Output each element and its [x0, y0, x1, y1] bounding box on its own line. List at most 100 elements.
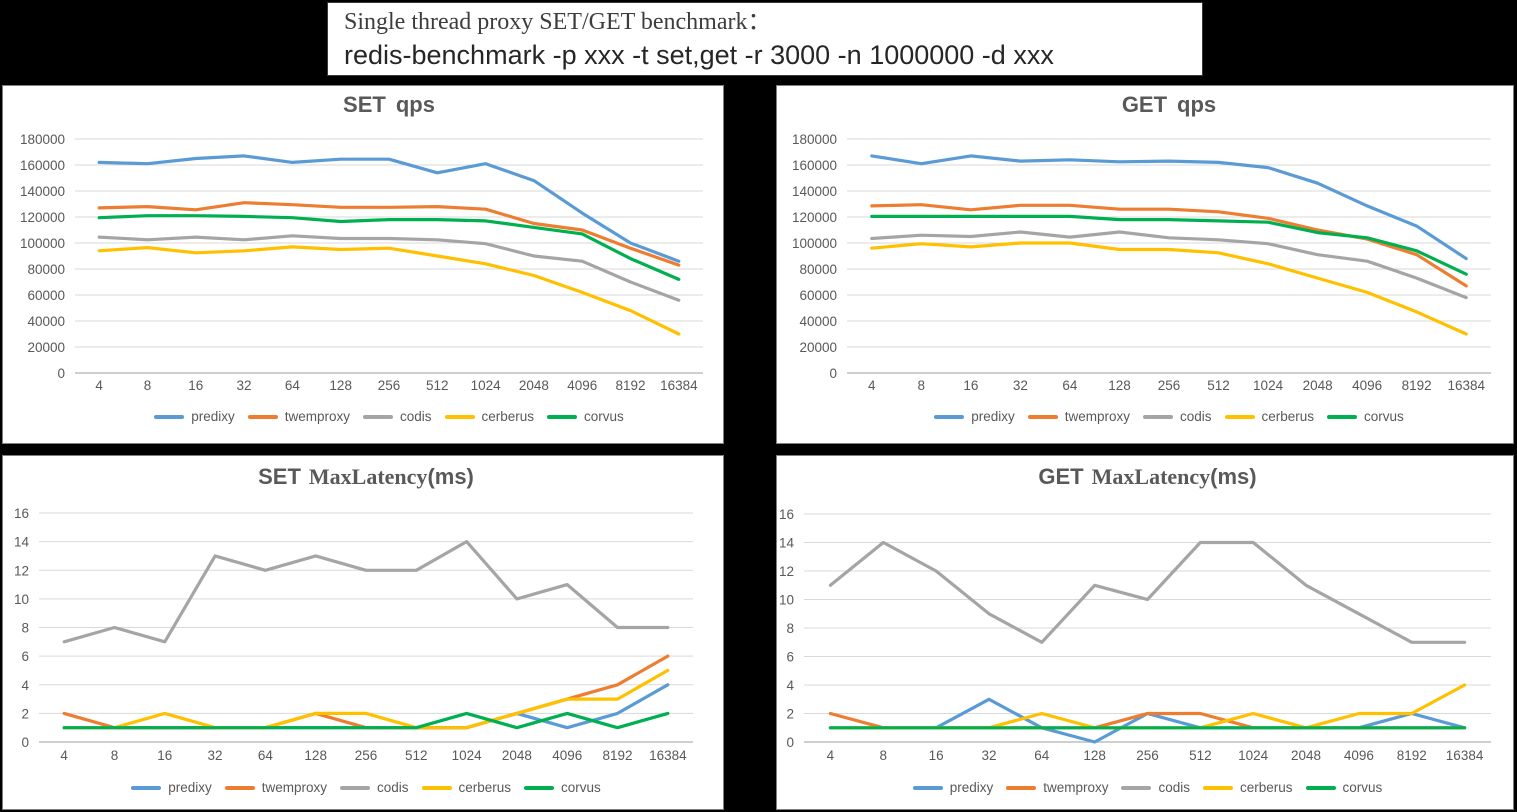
y-axis-tick-label: 2 — [786, 707, 794, 722]
series-line-predixy — [62, 683, 670, 730]
y-axis-tick-label: 180000 — [20, 132, 65, 147]
set-maxlatency-legend: predixy twemproxy codis cerberus corvus — [39, 780, 693, 795]
series-line-predixy — [828, 697, 1467, 744]
series-line-predixy — [97, 154, 681, 263]
legend-swatch-corvus — [547, 414, 578, 419]
legend-label: codis — [376, 780, 409, 795]
legend-swatch-twemproxy — [224, 785, 255, 790]
series-line-cerberus — [97, 245, 681, 336]
y-axis-tick-label: 160000 — [792, 158, 837, 173]
legend-swatch-predixy — [912, 785, 943, 790]
series-line-twemproxy — [97, 201, 681, 267]
y-axis-tick-label: 120000 — [792, 210, 837, 225]
y-axis-tick-label: 80000 — [27, 262, 65, 277]
series-line-predixy — [870, 154, 1468, 261]
x-axis-tick-label: 16384 — [649, 748, 687, 763]
x-axis-tick-label: 8192 — [1397, 748, 1427, 763]
x-axis-tick-label: 1024 — [452, 748, 483, 763]
legend-item-cerberus: cerberus — [1203, 780, 1293, 795]
y-axis-tick-label: 12 — [14, 563, 29, 578]
legend-item-corvus: corvus — [524, 780, 601, 795]
y-axis-tick-label: 8 — [786, 621, 794, 636]
legend-item-cerberus: cerberus — [421, 780, 512, 795]
legend-swatch-corvus — [524, 785, 555, 790]
y-axis-tick-label: 120000 — [20, 210, 65, 225]
legend-swatch-codis — [339, 785, 370, 790]
chart-title-prefix: GET — [1121, 92, 1168, 117]
legend-item-codis: codis — [1142, 409, 1212, 424]
y-axis-tick-label: 60000 — [799, 288, 837, 303]
chart-title-name: MaxLatency — [308, 464, 428, 489]
y-axis-tick-label: 140000 — [20, 184, 65, 199]
legend-swatch-twemproxy — [1006, 785, 1037, 790]
series-line-corvus — [870, 214, 1468, 276]
y-axis-tick-label: 4 — [786, 678, 794, 693]
x-axis-tick-label: 16 — [929, 748, 944, 763]
legend-label: predixy — [168, 780, 212, 795]
legend-label: cerberus — [481, 409, 535, 424]
x-axis-tick-label: 256 — [378, 378, 401, 393]
legend-swatch-cerberus — [1203, 785, 1233, 790]
legend-item-codis: codis — [339, 780, 409, 795]
y-axis-tick-label: 16 — [779, 507, 794, 522]
benchmark-title-box: Single thread proxy SET/GET benchmark： r… — [327, 2, 1203, 76]
x-axis-tick-label: 128 — [1083, 748, 1106, 763]
set-qps-legend: predixy twemproxy codis cerberus corvus — [75, 409, 703, 424]
x-axis-tick-label: 128 — [329, 378, 352, 393]
x-axis-tick-label: 128 — [304, 748, 327, 763]
legend-item-twemproxy: twemproxy — [1006, 780, 1108, 795]
x-axis-tick-label: 1024 — [1253, 378, 1284, 393]
chart-panel-set-qps: SET qps 0 20000 40000 60000 80000 100000 120000… — [2, 85, 724, 444]
y-axis-tick-label: 80000 — [799, 262, 837, 277]
y-axis-tick-label: 40000 — [27, 314, 65, 329]
x-axis-tick-label: 8192 — [603, 748, 633, 763]
x-axis-tick-label: 512 — [405, 748, 428, 763]
legend-label: cerberus — [458, 780, 512, 795]
chart-panel-get-maxlatency: GET MaxLatency(ms) 0 2 4 6 8 10 12 14 16 4 8 16 32 64 1… — [776, 455, 1514, 810]
y-axis-tick-label: 14 — [14, 535, 30, 550]
legend-swatch-twemproxy — [247, 414, 278, 419]
x-axis-tick-label: 2048 — [502, 748, 532, 763]
x-axis-tick-label: 16384 — [1446, 748, 1484, 763]
legend-label: cerberus — [1261, 409, 1315, 424]
x-axis-tick-label: 1024 — [471, 378, 502, 393]
chart-title-get-maxlatency: GET MaxLatency(ms) — [804, 464, 1491, 490]
x-axis-tick-label: 4 — [868, 378, 876, 393]
legend-item-twemproxy: twemproxy — [1027, 409, 1130, 424]
legend-label: twemproxy — [1043, 780, 1109, 795]
legend-label: corvus — [1364, 409, 1404, 424]
legend-swatch-predixy — [131, 785, 162, 790]
y-axis-tick-label: 6 — [786, 650, 794, 665]
x-axis-tick-label: 256 — [355, 748, 378, 763]
get-qps-legend: predixy twemproxy codis cerberus corvus — [847, 409, 1491, 424]
y-axis-tick-label: 14 — [779, 536, 795, 551]
legend-item-codis: codis — [1121, 780, 1190, 795]
y-axis-tick-label: 100000 — [20, 236, 65, 251]
y-axis-tick-label: 100000 — [792, 236, 837, 251]
y-axis-tick-label: 0 — [21, 735, 29, 750]
series-line-cerberus — [870, 241, 1468, 336]
set-qps-plot-area: 0 20000 40000 60000 80000 100000 120000 140000 1… — [20, 132, 703, 393]
series-line-codis — [828, 540, 1467, 644]
x-axis-tick-label: 4 — [95, 378, 103, 393]
legend-label: predixy — [191, 409, 235, 424]
legend-label: corvus — [1342, 780, 1383, 795]
chart-title-prefix: SET — [343, 92, 386, 117]
y-axis-tick-label: 60000 — [27, 288, 65, 303]
legend-label: twemproxy — [284, 409, 350, 424]
x-axis-tick-label: 32 — [1013, 378, 1028, 393]
legend-swatch-corvus — [1305, 785, 1336, 790]
y-axis-tick-label: 16 — [14, 506, 29, 521]
chart-title-suffix: (ms) — [1210, 464, 1257, 489]
legend-swatch-cerberus — [444, 414, 475, 419]
y-axis-tick-label: 20000 — [799, 340, 837, 355]
x-axis-tick-label: 16384 — [660, 378, 698, 393]
y-axis-tick-label: 20000 — [27, 340, 65, 355]
y-axis-tick-label: 8 — [21, 621, 29, 636]
legend-item-cerberus: cerberus — [1224, 409, 1315, 424]
legend-swatch-cerberus — [1224, 414, 1255, 419]
chart-title-prefix: GET — [1038, 464, 1084, 489]
x-axis-tick-label: 16384 — [1447, 378, 1485, 393]
chart-title-prefix: SET — [258, 464, 301, 489]
